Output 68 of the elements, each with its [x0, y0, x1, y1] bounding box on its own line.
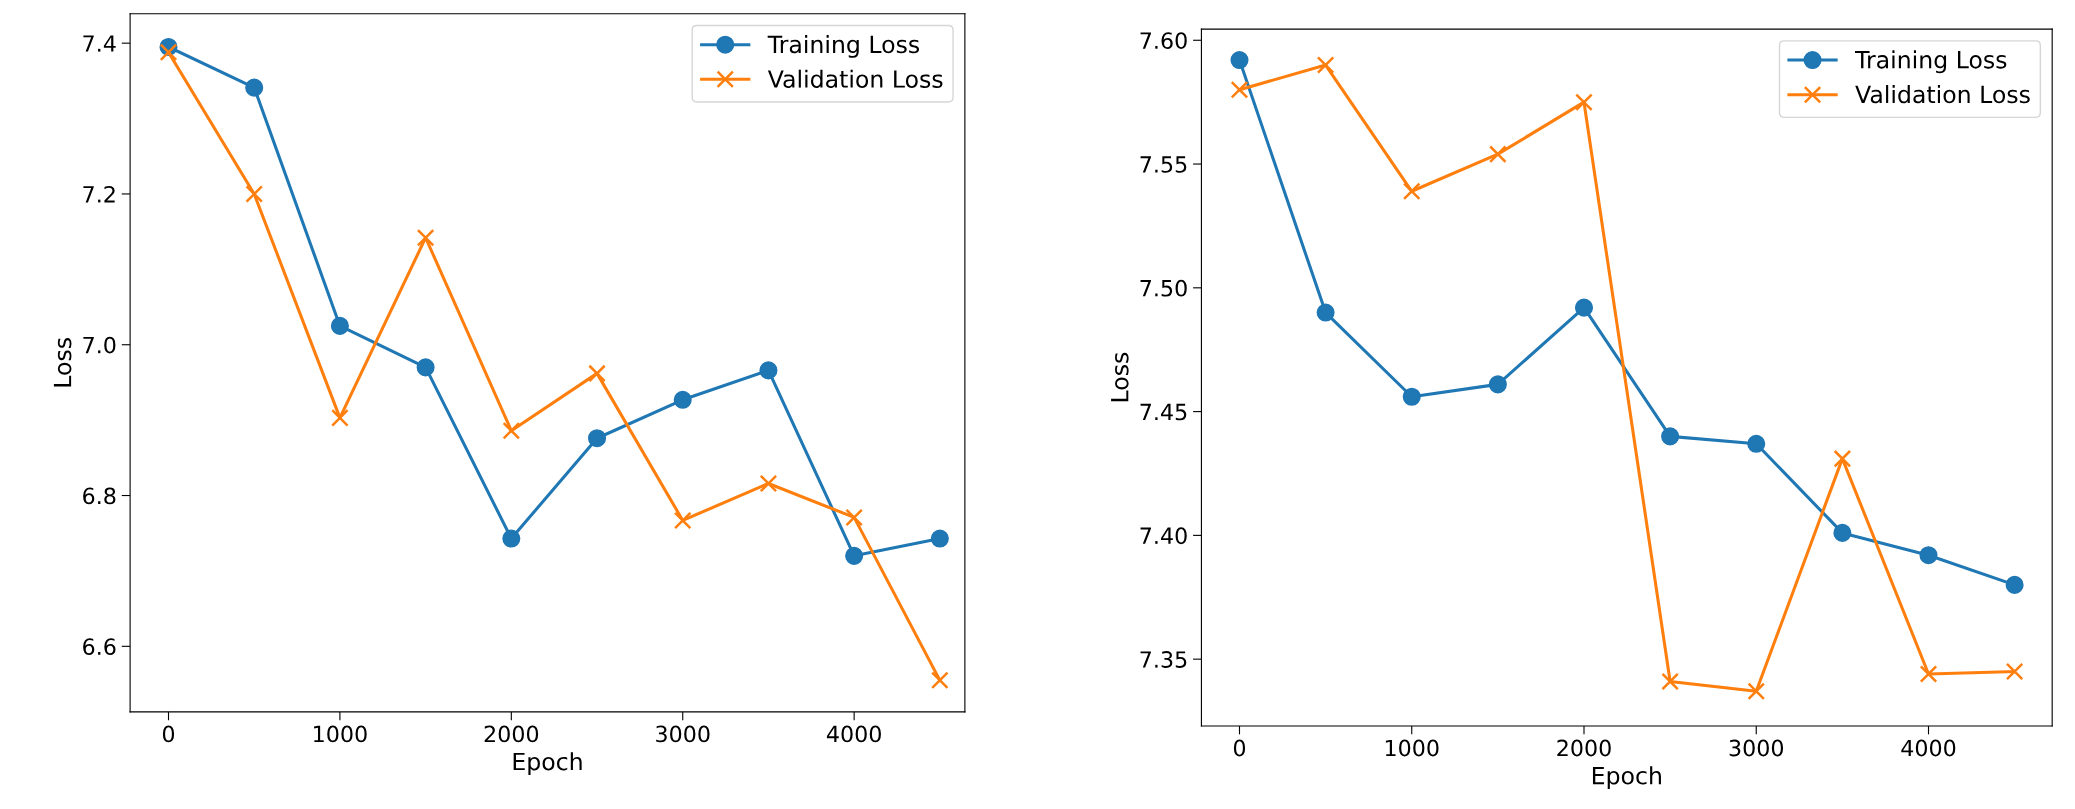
x-tick-label: 2000 — [484, 725, 539, 743]
point — [1575, 93, 1593, 112]
y-tick-label: 7.0 — [83, 336, 116, 354]
x-tick-label: 1000 — [314, 725, 367, 743]
y-tick-label: 7.40 — [1140, 527, 1187, 545]
point — [759, 474, 778, 493]
point — [930, 671, 949, 690]
x-tick-label: 0 — [162, 725, 175, 743]
point — [1230, 80, 1249, 99]
point — [1919, 546, 1938, 565]
point — [1402, 387, 1421, 406]
point — [1488, 375, 1507, 394]
point — [588, 364, 606, 383]
point — [502, 421, 521, 440]
y-axis-title: Loss — [1111, 352, 1129, 402]
point — [1747, 682, 1766, 701]
point — [1574, 298, 1594, 317]
point — [2005, 575, 2024, 594]
y-tick-label: 7.55 — [1140, 156, 1187, 173]
x-tick-label: 4000 — [826, 725, 881, 743]
legend-label: Training Loss — [767, 35, 920, 58]
point — [245, 78, 264, 97]
point — [845, 546, 864, 565]
point — [673, 390, 692, 409]
point — [1402, 182, 1421, 201]
point — [1316, 303, 1335, 322]
point — [673, 511, 692, 530]
point — [416, 358, 435, 377]
x-tick-label: 3000 — [1729, 739, 1784, 757]
y-tick-label: 6.6 — [83, 638, 116, 656]
x-tick-label: 4000 — [1901, 739, 1956, 757]
point — [245, 185, 264, 203]
point — [2005, 662, 2024, 681]
point — [1747, 434, 1766, 453]
y-tick-label: 7.4 — [83, 35, 116, 52]
point — [1488, 145, 1507, 164]
point — [759, 361, 778, 380]
point — [330, 316, 349, 335]
y-tick-label: 7.60 — [1140, 32, 1187, 50]
legend-label: Training Loss — [1854, 50, 2007, 74]
y-tick-label: 7.45 — [1140, 403, 1187, 421]
legend-label: Validation Loss — [1855, 85, 2030, 104]
point — [1661, 672, 1680, 691]
point — [1833, 523, 1852, 542]
y-axis-title: Loss — [53, 338, 72, 387]
x-tick-label: 1000 — [1385, 739, 1439, 757]
point — [159, 43, 178, 62]
x-tick-label: 3000 — [656, 725, 710, 743]
y-tick-label: 6.8 — [83, 487, 116, 505]
point — [416, 228, 435, 247]
x-tick-label: 0 — [1233, 739, 1246, 757]
legend-label: Validation Loss — [767, 69, 943, 88]
y-tick-label: 7.35 — [1140, 651, 1187, 668]
x-axis-title: Epoch — [513, 752, 582, 776]
y-tick-label: 7.2 — [83, 185, 115, 203]
point — [1919, 665, 1938, 683]
point — [930, 529, 949, 548]
point — [1661, 427, 1680, 446]
point — [1230, 51, 1249, 70]
point — [1316, 56, 1335, 74]
y-tick-label: 7.50 — [1140, 279, 1187, 297]
point — [502, 529, 521, 548]
x-axis-title: Epoch — [1592, 766, 1661, 790]
point — [845, 508, 864, 527]
x-tick-label: 2000 — [1557, 739, 1611, 757]
point — [587, 429, 607, 448]
point — [1833, 449, 1852, 468]
point — [331, 408, 349, 427]
